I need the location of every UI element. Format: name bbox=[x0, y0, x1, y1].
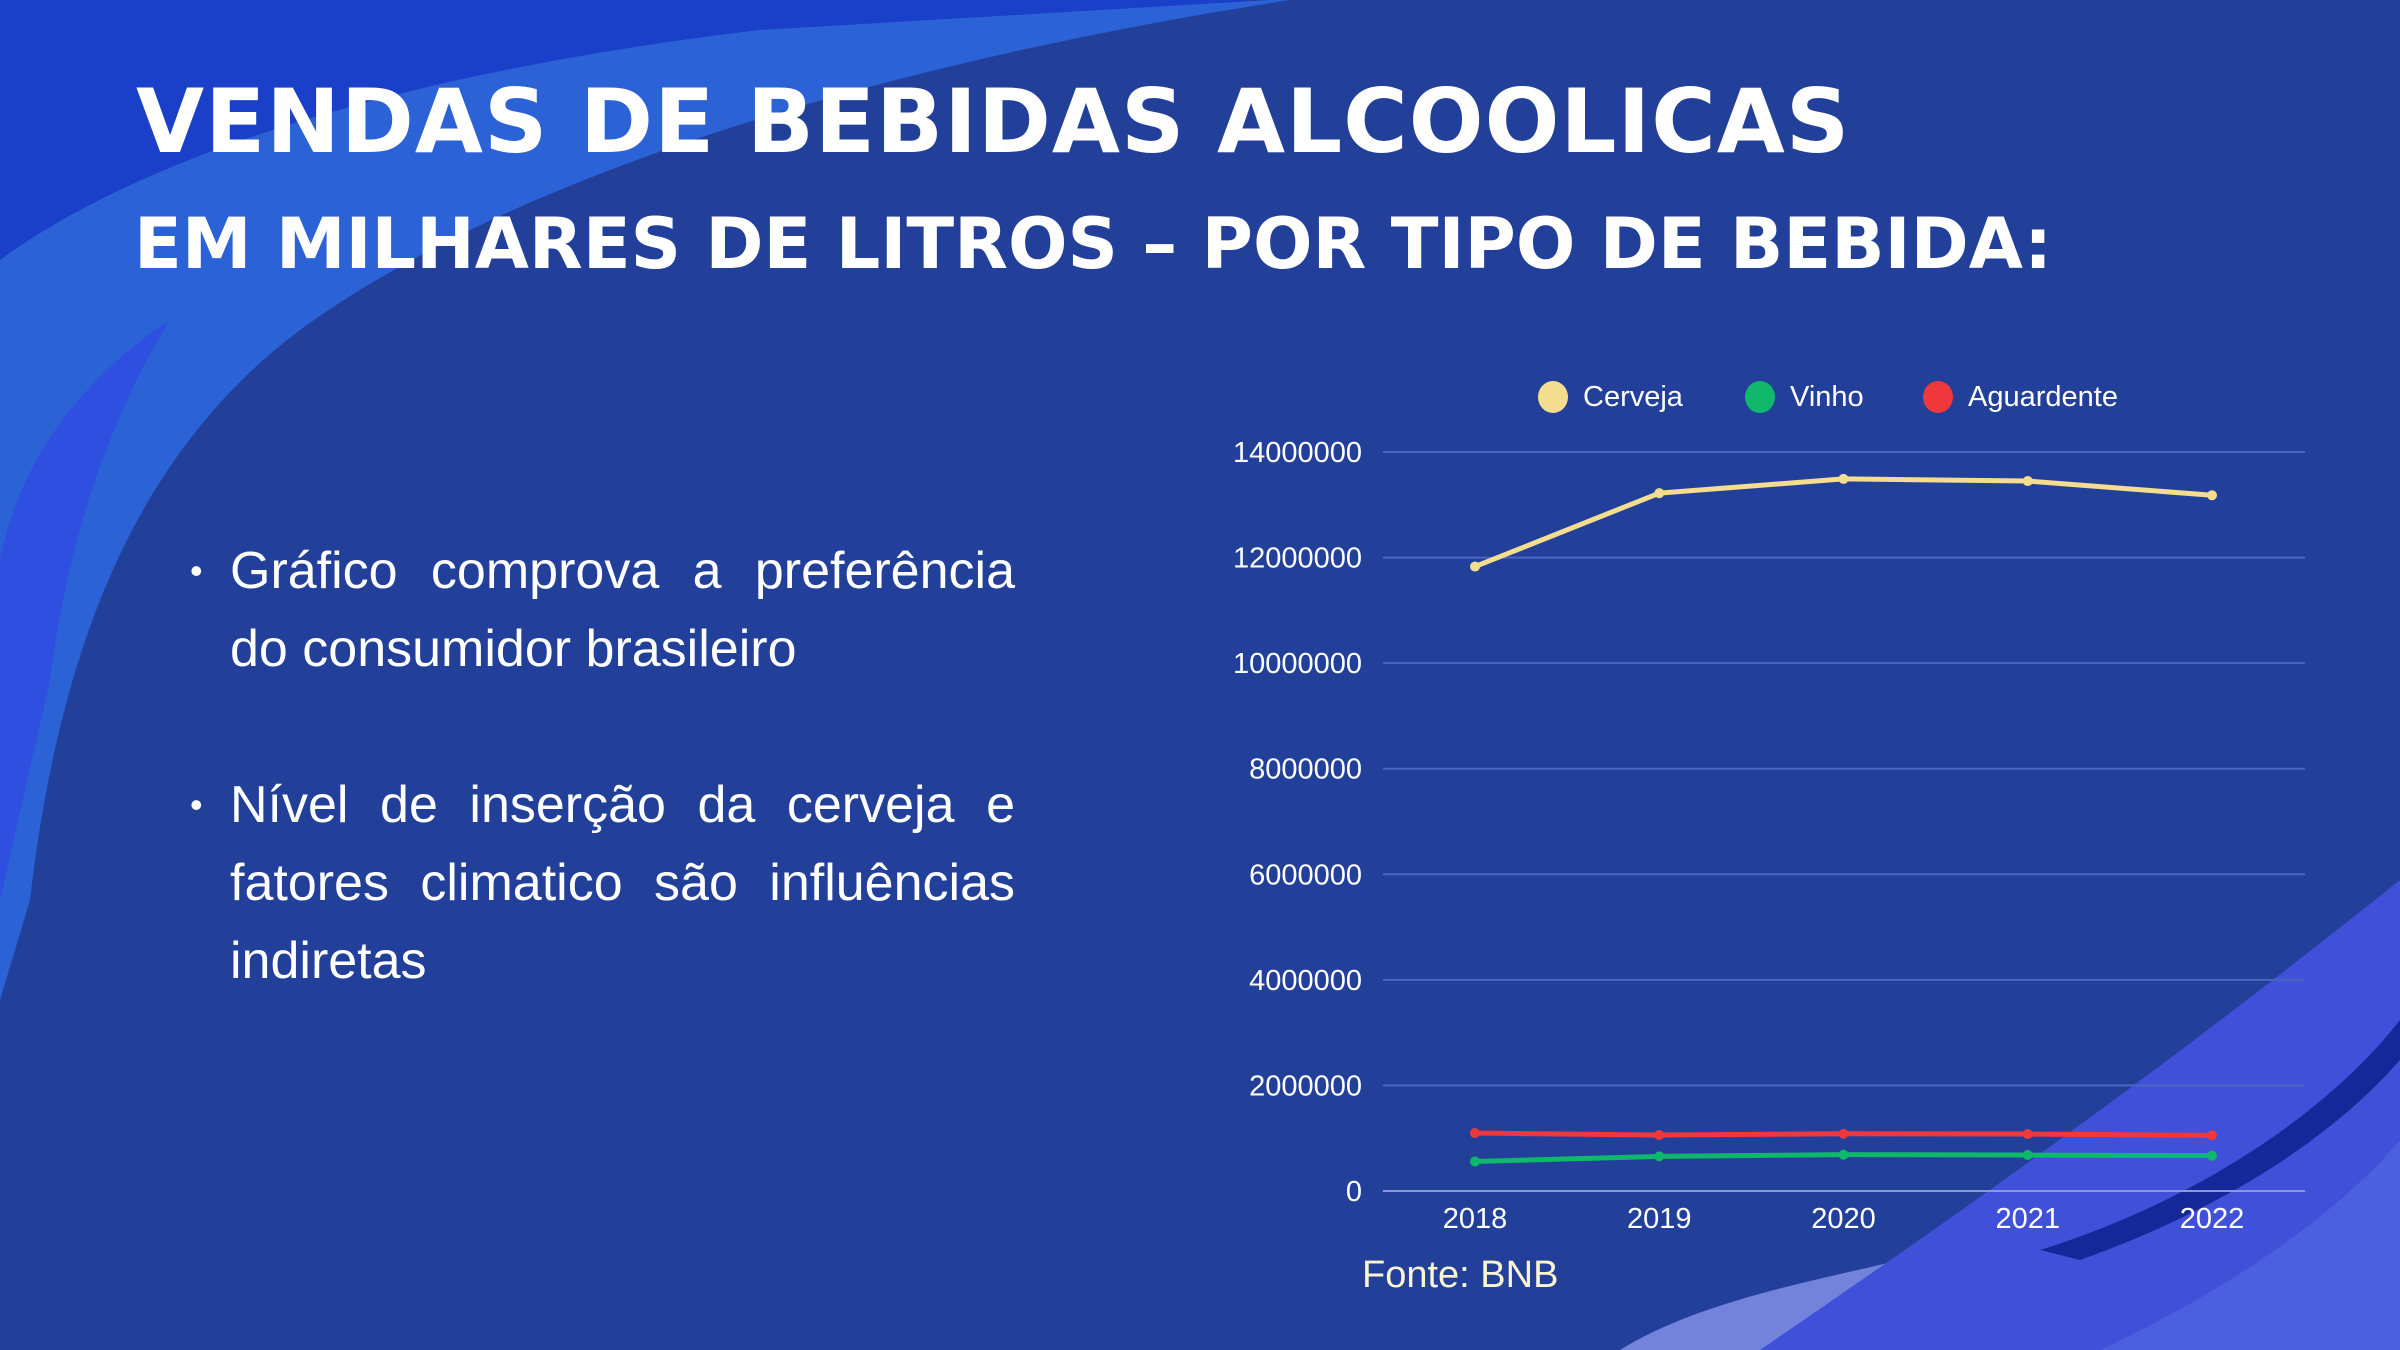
slide-title: VENDAS DE BEBIDAS ALCOOLICAS bbox=[136, 70, 1851, 173]
chart-series bbox=[1470, 473, 2217, 1167]
legend-dot-icon bbox=[1923, 381, 1953, 413]
series-cerveja bbox=[1470, 473, 2217, 572]
chart-gridlines bbox=[1383, 451, 2305, 1192]
bullet-text: Gráfico comprova a preferência do consum… bbox=[230, 542, 1015, 678]
legend-item-aguardente: Aguardente bbox=[1923, 381, 2118, 413]
data-point bbox=[1470, 1128, 1480, 1139]
legend-item-vinho: Vinho bbox=[1745, 381, 1864, 413]
data-point bbox=[1654, 1151, 1665, 1162]
chart-legend: Cerveja Vinho Aguardente bbox=[1538, 381, 2118, 413]
legend-item-cerveja: Cerveja bbox=[1538, 381, 1684, 413]
x-tick-label: 2019 bbox=[1627, 1203, 1692, 1235]
y-tick-label: 10000000 bbox=[1233, 648, 1362, 680]
data-point bbox=[2207, 490, 2217, 501]
y-axis-ticks: 0 2000000 4000000 6000000 8000000 10000000 120… bbox=[1233, 437, 1362, 1208]
bullet-item: • Gráfico comprova a preferência do cons… bbox=[190, 532, 1015, 688]
slide-subtitle: EM MILHARES DE LITROS – POR TIPO DE BEBI… bbox=[134, 203, 2053, 285]
x-tick-label: 2022 bbox=[2180, 1203, 2245, 1235]
legend-dot-icon bbox=[1538, 381, 1568, 413]
source-note: Fonte: BNB bbox=[1362, 1254, 1559, 1296]
y-tick-label: 4000000 bbox=[1249, 965, 1362, 997]
y-tick-label: 8000000 bbox=[1249, 754, 1362, 786]
legend-label: Aguardente bbox=[1968, 381, 2118, 413]
series-line bbox=[1474, 476, 2213, 569]
legend-dot-icon bbox=[1745, 381, 1775, 413]
data-point bbox=[1470, 561, 1480, 572]
line-chart: Cerveja Vinho Aguardente 0 2000000 4000000 60… bbox=[1233, 381, 2305, 1235]
y-tick-label: 0 bbox=[1346, 1176, 1362, 1208]
x-tick-label: 2018 bbox=[1443, 1203, 1508, 1235]
data-point bbox=[2022, 1129, 2033, 1140]
data-point bbox=[1838, 473, 1849, 484]
data-point bbox=[1654, 488, 1665, 499]
y-tick-label: 14000000 bbox=[1233, 437, 1362, 469]
data-point bbox=[2207, 1130, 2217, 1141]
x-axis-ticks: 2018 2019 2020 2021 2022 bbox=[1443, 1203, 2245, 1235]
data-point bbox=[1838, 1128, 1849, 1139]
data-point bbox=[2207, 1150, 2217, 1161]
bullet-marker: • bbox=[190, 550, 203, 591]
y-tick-label: 6000000 bbox=[1249, 859, 1362, 891]
bullet-list: • Gráfico comprova a preferência do cons… bbox=[190, 532, 1015, 1000]
bullet-marker: • bbox=[190, 784, 203, 825]
y-tick-label: 2000000 bbox=[1249, 1070, 1362, 1102]
series-aguardente bbox=[1470, 1128, 2217, 1141]
data-point bbox=[2022, 1150, 2033, 1161]
legend-label: Vinho bbox=[1790, 381, 1864, 413]
legend-label: Cerveja bbox=[1583, 381, 1684, 413]
x-tick-label: 2020 bbox=[1811, 1203, 1876, 1235]
data-point bbox=[1838, 1149, 1849, 1160]
series-vinho bbox=[1470, 1149, 2217, 1167]
y-tick-label: 12000000 bbox=[1233, 543, 1362, 575]
x-tick-label: 2021 bbox=[1995, 1203, 2060, 1235]
data-point bbox=[1470, 1156, 1480, 1167]
bullet-item: • Nível de inserção da cerveja e fatores… bbox=[190, 766, 1015, 1000]
bullet-text: Nível de inserção da cerveja e fatores c… bbox=[230, 776, 1015, 990]
data-point bbox=[1654, 1130, 1665, 1141]
data-point bbox=[2022, 476, 2033, 487]
